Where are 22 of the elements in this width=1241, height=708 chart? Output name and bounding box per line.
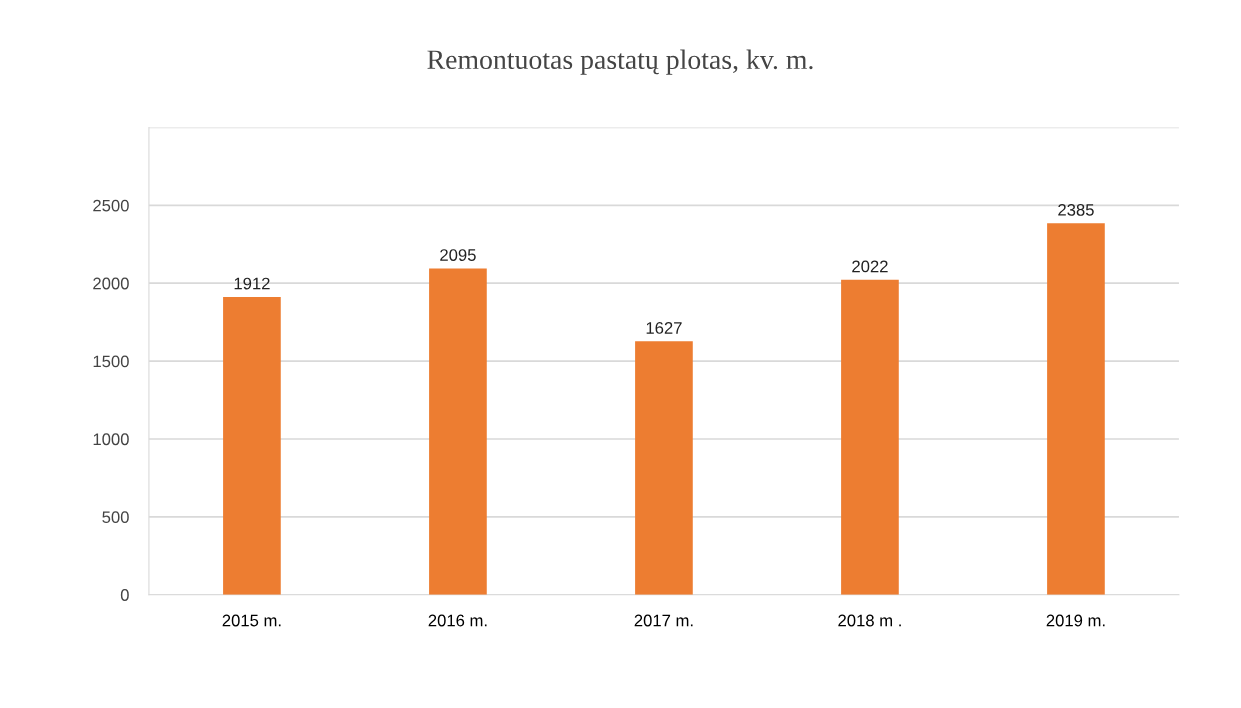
data-label: 2385 bbox=[1058, 203, 1094, 216]
bar bbox=[635, 341, 693, 595]
data-label: 2095 bbox=[440, 249, 476, 261]
x-tick-label: 2016 m. bbox=[428, 614, 487, 627]
y-tick-label: 500 bbox=[102, 511, 129, 524]
data-label: 1912 bbox=[234, 277, 270, 290]
data-label: 2022 bbox=[852, 260, 888, 273]
data-label: 1627 bbox=[646, 322, 682, 334]
y-tick-label: 2500 bbox=[93, 199, 129, 212]
y-tick-label: 2000 bbox=[93, 277, 129, 290]
y-tick-label: 1500 bbox=[93, 355, 129, 368]
x-tick-label: 2018 m . bbox=[838, 614, 901, 627]
bar bbox=[1047, 223, 1105, 595]
chart-title: Remontuotas pastatų plotas, kv. m. bbox=[427, 49, 813, 75]
bar bbox=[429, 268, 487, 595]
x-tick-label: 2019 m. bbox=[1046, 614, 1105, 627]
y-tick-label: 1000 bbox=[93, 433, 129, 446]
x-tick-label: 2017 m. bbox=[634, 614, 693, 627]
bar bbox=[223, 296, 281, 595]
y-tick-label: 0 bbox=[120, 589, 129, 601]
x-tick-label: 2015 m. bbox=[222, 614, 281, 627]
bar bbox=[841, 279, 899, 595]
